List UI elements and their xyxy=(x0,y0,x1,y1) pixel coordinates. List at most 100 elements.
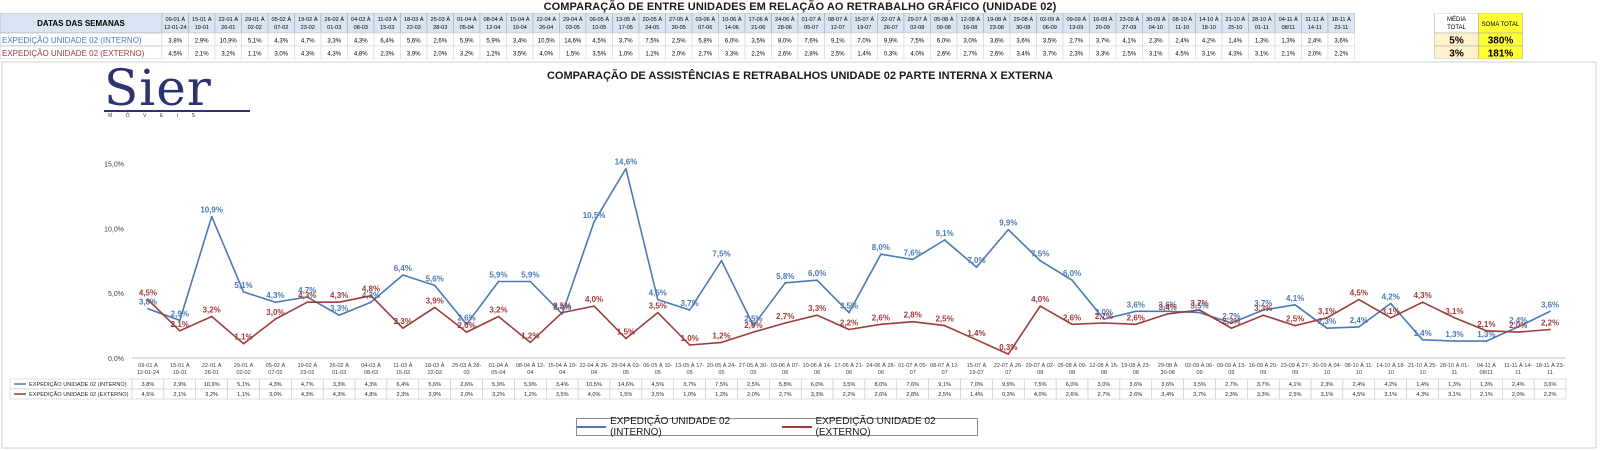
x-tick-label: 03 xyxy=(463,370,469,376)
x-tick-label: 12-01-24 xyxy=(137,370,159,376)
data-table-value: 3,4% xyxy=(1161,392,1174,398)
data-point xyxy=(720,341,723,344)
data-table-value: 3,4% xyxy=(556,382,569,388)
data-label: 3,5% xyxy=(553,302,571,311)
x-tick-label: 08 xyxy=(1133,370,1139,376)
data-point xyxy=(338,301,340,304)
data-label: 2,3% xyxy=(394,317,412,326)
data-label: 3,8% xyxy=(139,298,157,307)
data-label: 6,0% xyxy=(808,269,826,278)
data-table-value: 2,0% xyxy=(747,392,760,398)
data-table-value: 3,6% xyxy=(1544,382,1557,388)
data-label: 2,0% xyxy=(744,321,762,330)
summary-week-label: 30-05 xyxy=(672,25,686,31)
data-label: 2,6% xyxy=(1063,313,1081,322)
data-label: 1,2% xyxy=(712,331,730,340)
y-tick-label: 5,0% xyxy=(108,291,124,298)
y-tick-label: 0,0% xyxy=(108,356,124,363)
summary-value: 4,1% xyxy=(1122,39,1136,45)
summary-week-label: 30-09 À xyxy=(1146,16,1166,23)
data-label: 2,7% xyxy=(776,312,794,321)
data-label: 3,0% xyxy=(266,308,284,317)
data-label: 3,2% xyxy=(489,305,507,314)
data-label: 2,4% xyxy=(1509,316,1527,325)
data-point xyxy=(1262,314,1265,316)
x-tick-label: 22-07 À 26- xyxy=(994,362,1023,369)
data-point xyxy=(1198,309,1201,311)
chart-legend: EXPEDIÇÃO UNIDADE 02 (INTERNO) EXPEDIÇÃO… xyxy=(576,416,978,438)
x-tick-label: 09 xyxy=(1292,370,1298,376)
summary-value: 3,3% xyxy=(327,39,341,45)
data-label: 4,3% xyxy=(298,291,316,300)
summary-value: 7,5% xyxy=(910,39,924,45)
data-point xyxy=(1549,328,1551,331)
summary-value: 5,1% xyxy=(248,39,262,45)
summary-value: 1,1% xyxy=(248,52,262,58)
x-tick-label: 08-07 À 12- xyxy=(930,362,959,369)
data-point xyxy=(657,298,659,301)
x-tick-label: 08-04 À 12- xyxy=(516,362,545,369)
x-tick-label: 07-02 xyxy=(268,370,282,376)
summary-week-label: 23-11 xyxy=(1334,25,1348,31)
x-tick-label: 10-06 À 14- xyxy=(803,362,832,369)
data-table-value: 4,3% xyxy=(269,382,282,388)
data-label: 9,1% xyxy=(935,229,953,238)
data-label: 6,0% xyxy=(1063,269,1081,278)
data-point xyxy=(1007,228,1010,231)
y-tick-label: 15,0% xyxy=(104,161,124,168)
summary-value: 7,6% xyxy=(804,39,818,45)
x-tick-label: 10 xyxy=(1324,370,1330,376)
summary-week-label: 21-10 À xyxy=(1225,16,1245,23)
summary-value: 2,3% xyxy=(380,52,394,58)
x-tick-label: 06 xyxy=(878,370,884,376)
summary-week-label: 14-06 xyxy=(725,25,739,31)
summary-value: 3,2% xyxy=(221,52,235,58)
x-tick-label: 13-05 À 17- xyxy=(675,362,704,369)
data-table-value: 7,5% xyxy=(1034,382,1047,388)
x-tick-label: 04-11 À xyxy=(1477,362,1496,369)
data-label: 2,5% xyxy=(1286,315,1304,324)
x-tick-label: 09-09 À 13- xyxy=(1217,362,1246,369)
data-label: 5,6% xyxy=(426,274,444,283)
data-table-value: 6,0% xyxy=(1066,382,1079,388)
data-point xyxy=(1453,340,1456,342)
summary-week-label: 04-03 À xyxy=(351,16,371,23)
legend-item-externo: EXPEDIÇÃO UNIDADE 02 (EXTERNO) xyxy=(782,416,977,438)
summary-value: 8,0% xyxy=(778,39,792,45)
summary-week-label: 08-04 À xyxy=(483,16,503,23)
data-label: 5,1% xyxy=(234,281,252,290)
data-label: 3,1% xyxy=(1318,307,1336,316)
data-label: 1,3% xyxy=(1477,330,1495,339)
x-tick-label: 29-01 À xyxy=(234,362,254,369)
data-label: 4,2% xyxy=(1382,293,1400,302)
data-point xyxy=(816,314,818,316)
x-tick-label: 28-10 À 01- xyxy=(1440,362,1469,369)
data-table-value: 3,0% xyxy=(1098,382,1111,388)
data-table-value: 9,1% xyxy=(938,382,951,388)
data-table-value: 1,4% xyxy=(970,392,983,398)
summary-week-label: 16-08 xyxy=(963,25,977,31)
data-label: 2,1% xyxy=(171,320,189,329)
summary-week-label: 01-11 xyxy=(1255,25,1269,31)
summary-value: 7,5% xyxy=(645,39,659,45)
data-table-value: 9,9% xyxy=(1002,382,1015,388)
summary-week-label: 19-04 xyxy=(513,25,527,31)
legend-label-interno: EXPEDIÇÃO UNIDADE 02 (INTERNO) xyxy=(610,416,731,438)
summary-value: 9,1% xyxy=(831,39,845,45)
x-tick-label: 18-03 À xyxy=(425,362,445,369)
summary-week-label: 12-04 xyxy=(486,25,500,31)
data-point xyxy=(975,339,978,341)
data-label: 3,5% xyxy=(649,302,667,311)
summary-value: 3,7% xyxy=(1096,39,1110,45)
data-table-value: 1,3% xyxy=(1448,382,1461,388)
summary-row-label: EXPEDIÇÃO UNIDADE 02 (EXTERNO) xyxy=(2,49,145,58)
data-label: 4,5% xyxy=(1350,289,1368,298)
summary-week-label: 22-03 xyxy=(407,25,421,31)
data-label: 2,9% xyxy=(171,309,189,318)
data-table-value: 5,9% xyxy=(492,382,505,388)
data-point xyxy=(242,342,245,345)
data-label: 4,3% xyxy=(1413,291,1431,300)
summary-value: 2,6% xyxy=(990,52,1004,58)
summary-value: 7,0% xyxy=(857,39,871,45)
summary-week-label: 29-08 À xyxy=(1013,16,1033,23)
